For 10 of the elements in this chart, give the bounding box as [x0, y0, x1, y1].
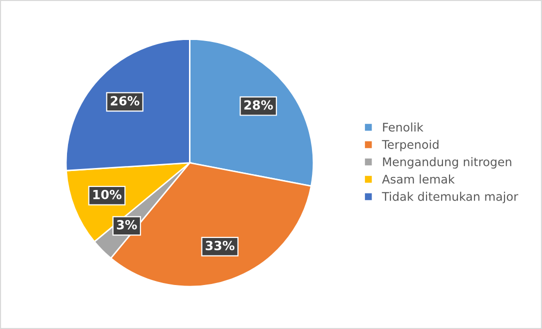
- data-label: 26%: [110, 96, 140, 106]
- legend-label: Tidak ditemukan major: [382, 192, 518, 204]
- legend-label: Mengandung nitrogen: [383, 157, 512, 169]
- legend-label: Asam lemak: [382, 174, 455, 184]
- data-label: 28%: [244, 100, 273, 110]
- legend-label: Terpenoid: [382, 140, 438, 152]
- data-label: 33%: [206, 240, 234, 250]
- legend-label: Fenolik: [383, 122, 424, 132]
- data-label: 3%: [116, 220, 137, 230]
- data-label: 10%: [93, 190, 122, 200]
